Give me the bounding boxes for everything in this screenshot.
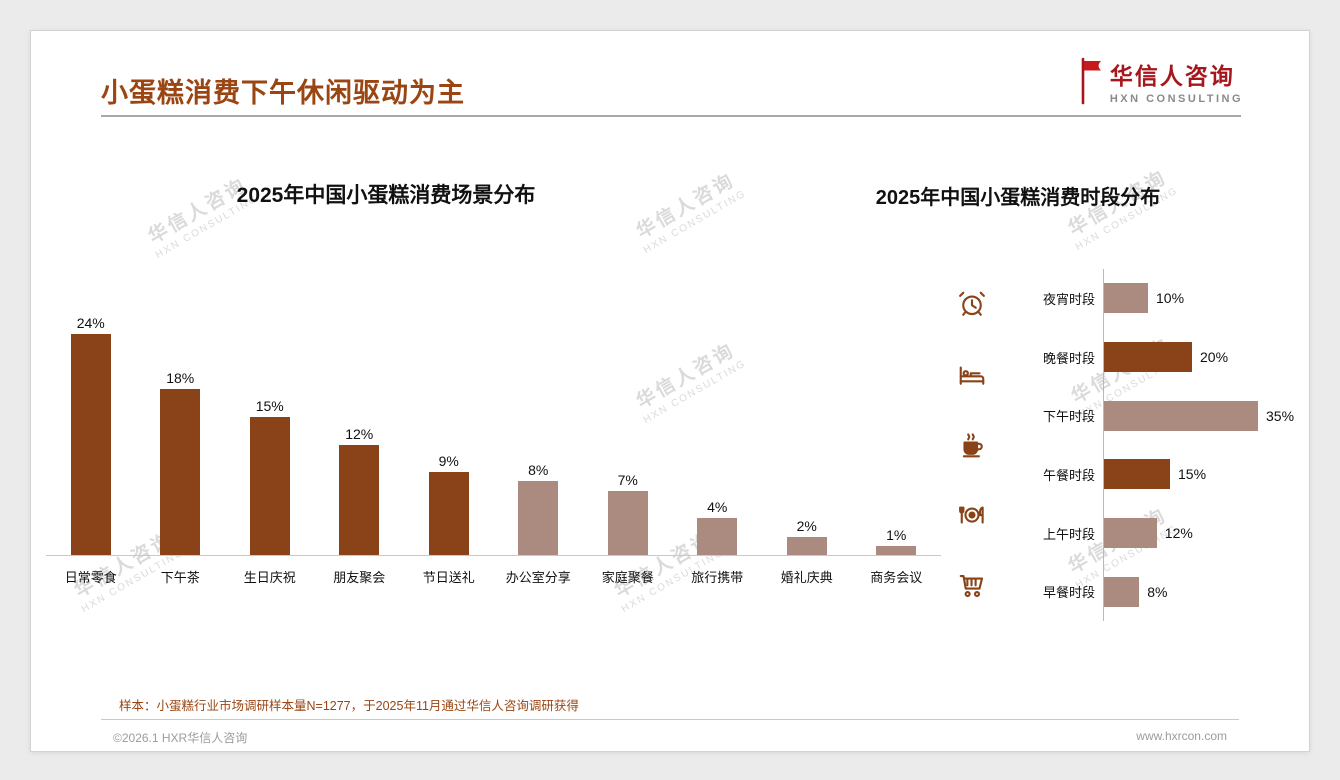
bar-category-label: 婚礼庆典: [780, 570, 833, 585]
bar-category-label: 商务会议: [870, 570, 923, 585]
bar-group: 2%: [762, 518, 852, 555]
bar-row: 下午时段 35%: [1033, 386, 1303, 446]
bar: [1104, 576, 1140, 607]
bar-category-label: 下午茶: [160, 570, 200, 585]
bar-value-label: 8%: [1147, 583, 1168, 600]
bar-category-label: 日常零食: [64, 570, 117, 585]
bar-group: 24%: [46, 315, 136, 555]
bar-group: 7%: [583, 472, 673, 555]
bar-area: 8%: [1103, 562, 1303, 622]
bar-group: 12%: [315, 426, 405, 555]
bar: [1104, 342, 1192, 372]
time-chart-title: 2025年中国小蛋糕消费时段分布: [875, 187, 1161, 209]
bar-group: 4%: [673, 499, 763, 555]
scene-chart-labels: 日常零食 下午茶 生日庆祝 朋友聚会 节日送礼 办公室分享 家庭聚餐 旅行携带 婚礼庆典 商务会议: [46, 557, 941, 586]
alarm-clock-icon: [957, 289, 987, 319]
bar-value-label: 9%: [438, 453, 459, 470]
bar-category-label: 晚餐时段: [1042, 350, 1095, 366]
footer-bar: ©2026.1 HXR华信人咨询 www.hxrcon.com: [101, 719, 1239, 746]
page-title: 小蛋糕消费下午休闲驱动为主: [101, 78, 465, 108]
bar-category-label: 朋友聚会: [333, 570, 386, 585]
bed-icon: [956, 360, 988, 390]
bar: [160, 389, 201, 555]
bar: [1104, 459, 1170, 490]
bar-category-label: 夜宵时段: [1042, 291, 1095, 307]
footer-url: www.hxrcon.com: [1136, 729, 1227, 743]
time-chart: 夜宵时段 10% 晚餐时段 20% 下午时段 35% 午餐时段 15% 上午时段 12% 早餐时段 8…: [951, 269, 1303, 622]
bar-category-label: 节日送礼: [422, 570, 475, 585]
bar: [70, 334, 111, 555]
bar-value-label: 7%: [617, 471, 638, 488]
cart-icon: [957, 571, 987, 601]
footer-copyright: ©2026.1 HXR华信人咨询: [113, 731, 248, 745]
header-divider: [101, 115, 1241, 117]
bar: [428, 472, 469, 555]
bar-value-label: 2%: [796, 517, 817, 534]
bar: [786, 536, 827, 555]
time-chart-icons: [951, 269, 993, 621]
bar-category-label: 上午时段: [1042, 526, 1095, 542]
bar-value-label: 12%: [1164, 525, 1193, 542]
bar-area: 12%: [1103, 503, 1303, 563]
bar: [339, 444, 380, 555]
bar-category-label: 旅行携带: [691, 570, 744, 585]
bar: [876, 545, 917, 555]
logo-name: 华信人咨询: [1109, 63, 1235, 89]
bar-value-label: 24%: [76, 315, 105, 332]
bar-value-label: 15%: [255, 398, 284, 414]
bar-value-label: 8%: [528, 462, 549, 479]
bar: [1104, 518, 1157, 549]
bar-value-label: 10%: [1156, 290, 1185, 307]
bar-area: 10%: [1103, 269, 1303, 328]
bar: [518, 481, 559, 555]
bar-row: 晚餐时段 20%: [1033, 327, 1303, 387]
time-chart-rows: 夜宵时段 10% 晚餐时段 20% 下午时段 35% 午餐时段 15% 上午时段 12% 早餐时段 8…: [1033, 269, 1303, 622]
bar-area: 20%: [1103, 327, 1303, 387]
scene-chart-title: 2025年中国小蛋糕消费场景分布: [236, 184, 536, 207]
bar-value-label: 20%: [1200, 349, 1229, 365]
bar-value-label: 15%: [1178, 466, 1207, 483]
bar-category-label: 办公室分享: [505, 570, 571, 585]
bar-value-label: 35%: [1266, 407, 1295, 424]
bar-group: 15%: [225, 398, 315, 555]
bar-row: 上午时段 12%: [1033, 503, 1303, 563]
bar-category-label: 下午时段: [1042, 409, 1095, 425]
sample-note: 样本：小蛋糕行业市场调研样本量N=1277，于2025年11月通过华信人咨询调研…: [119, 699, 579, 713]
bar-row: 夜宵时段 10%: [1033, 269, 1303, 328]
scene-chart-bars: 24% 18% 15% 12% 9% 8% 7% 4% 2% 1%: [46, 283, 941, 556]
bar-category-label: 午餐时段: [1042, 467, 1095, 483]
bar: [607, 490, 648, 555]
coffee-icon: [957, 430, 987, 460]
company-logo: 华信人咨询 HXN CONSULTING: [1079, 57, 1243, 105]
bar-area: 35%: [1103, 386, 1303, 446]
dining-icon: [956, 500, 988, 530]
bar: [697, 518, 738, 555]
bar-area: 15%: [1103, 445, 1303, 504]
bar-value-label: 4%: [707, 499, 728, 516]
bar-group: 1%: [852, 527, 942, 555]
slide-card: 华信人咨询 HXN CONSULTING 华信人咨询 HXN CONSULTING …: [30, 30, 1310, 752]
bar-category-label: 家庭聚餐: [601, 570, 654, 585]
bar-group: 18%: [136, 370, 226, 555]
flag-icon: [1079, 57, 1103, 105]
bar: [1104, 283, 1148, 314]
bar-value-label: 1%: [886, 526, 907, 543]
bar-row: 早餐时段 8%: [1033, 562, 1303, 622]
bar-group: 8%: [494, 462, 584, 555]
bar-value-label: 18%: [166, 370, 195, 387]
bar-category-label: 生日庆祝: [243, 570, 296, 585]
logo-subtitle: HXN CONSULTING: [1109, 93, 1243, 105]
bar-value-label: 12%: [345, 425, 374, 442]
bar: [1104, 400, 1258, 431]
bar-group: 9%: [404, 453, 494, 555]
bar: [249, 417, 290, 555]
bar-row: 午餐时段 15%: [1033, 445, 1303, 504]
bar-category-label: 早餐时段: [1042, 585, 1095, 601]
